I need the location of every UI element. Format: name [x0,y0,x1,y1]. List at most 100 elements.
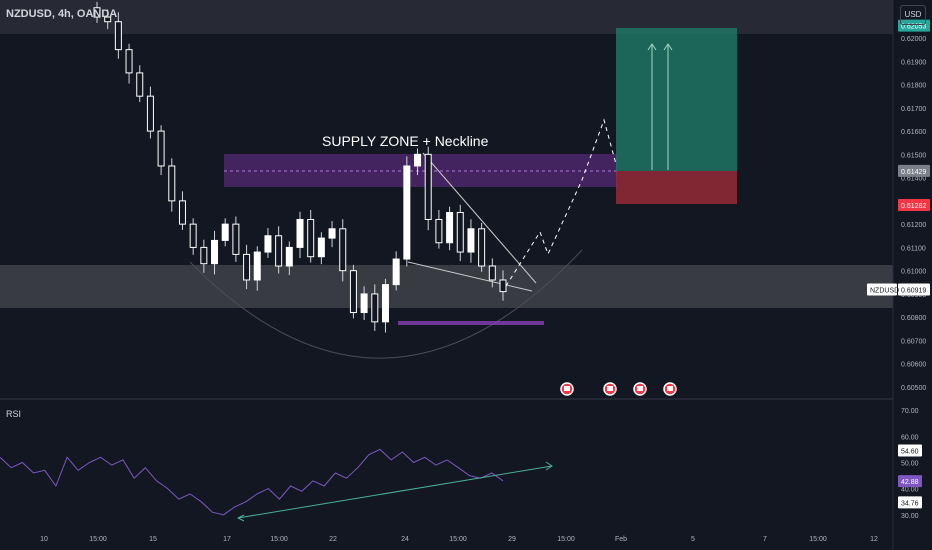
candle-body[interactable] [435,218,443,244]
flag-event-inner [607,386,613,391]
price-axis[interactable]: 0.62000 0.61900 0.61800 0.61700 0.61600 0.615… [901,36,926,392]
candle-body[interactable] [189,223,197,248]
target-zone[interactable] [616,28,737,171]
time-tick-label: 15:00 [557,536,575,543]
time-tick-label: 29 [508,536,516,543]
rsi-badge-label: 42.88 [901,479,919,486]
candle-body[interactable] [488,265,496,281]
candle-body[interactable] [499,279,507,293]
candle-body[interactable] [253,251,261,281]
candle-body[interactable] [178,200,186,225]
candle-body[interactable] [424,153,432,220]
candle-body[interactable] [136,72,144,97]
supply-zone-label: SUPPLY ZONE + Neckline [322,133,489,149]
ticker-badge [867,283,897,296]
candle-body[interactable] [146,95,154,132]
candle-body[interactable] [125,49,133,74]
event-markers[interactable] [560,382,677,396]
flag-event-inner [667,386,673,391]
price-badge-label: 0.60919 [901,288,926,295]
candle-body[interactable] [307,218,315,258]
rsi-line[interactable] [0,448,504,516]
candle-body[interactable] [93,7,101,18]
time-tick-label: 15 [149,536,157,543]
candle-body[interactable] [243,253,251,281]
candle-body[interactable] [168,165,176,202]
rsi-tick-label: 30.00 [901,513,919,520]
price-tick-label: 0.60800 [901,315,926,322]
top-overlay-band [0,0,893,34]
rsi-axis: 70.00 60.00 50.00 40.00 30.00 [901,408,919,520]
rsi-tick-label: 60.00 [901,434,919,441]
price-tick-label: 0.61100 [901,245,926,252]
rsi-trendline [237,465,553,519]
rsi-tick-label: 50.00 [901,461,919,468]
price-tick-label: 0.61800 [901,83,926,90]
candle-body[interactable] [232,223,240,255]
candle-body[interactable] [349,270,357,314]
candle-body[interactable] [328,228,336,239]
candle-body[interactable] [221,223,229,241]
price-tick-label: 0.60500 [901,385,926,392]
candle-body[interactable] [467,228,475,253]
price-tick-label: 0.61200 [901,222,926,229]
time-tick-label: 15:00 [89,536,107,543]
price-badge [898,199,930,212]
price-tick-label: 0.61700 [901,106,926,113]
rsi-tick-label: 40.00 [901,487,919,494]
price-badge-label: 0.61282 [901,203,926,210]
price-tick-label: 0.60700 [901,338,926,345]
candle-body[interactable] [104,16,112,23]
price-badge [898,283,930,296]
candle-body[interactable] [360,293,368,314]
stop-zone[interactable] [616,171,737,204]
candle-body[interactable] [211,239,219,265]
price-tick-label: 0.61000 [901,269,926,276]
candle-body[interactable] [392,258,400,286]
demand-zone[interactable] [0,265,893,308]
price-badge-label: 0.61429 [901,169,926,176]
candle-body[interactable] [339,228,347,272]
candle-body[interactable] [403,165,411,260]
candle-body[interactable] [381,284,389,323]
rsi-label[interactable]: RSI [6,409,22,419]
time-tick-label: 10 [40,536,48,543]
candle-body[interactable] [446,212,454,244]
wedge-upper-line [422,152,537,284]
candle-body[interactable] [157,130,165,167]
price-tick-label: 0.62000 [901,36,926,43]
rsi-badge [898,444,922,457]
target-arrowhead-2 [663,43,673,51]
candle-body[interactable] [414,153,422,167]
ticker-badge-label: NZDUSD [870,288,899,295]
candle-body[interactable] [200,246,208,265]
price-tick-label: 0.60600 [901,362,926,369]
symbol-title[interactable]: NZDUSD, 4h, OANDA [6,8,118,20]
projection-path [505,118,617,287]
flag-event-inner [637,386,643,391]
candle-body[interactable] [317,237,325,258]
target-arrowhead-1 [647,43,657,51]
time-axis[interactable]: 10 15:00 15 17 15:00 22 24 15:00 29 15:00 Feb 5 7 15:… [40,536,878,543]
candle-body[interactable] [478,228,486,267]
candle-body[interactable] [285,246,293,267]
cup-arc [189,249,583,359]
candle-body[interactable] [296,218,304,248]
candle-body[interactable] [114,21,122,51]
time-tick-label: 22 [329,536,337,543]
currency-button[interactable]: USD [900,5,926,25]
candle-body[interactable] [264,235,272,253]
price-tick-label: 0.61500 [901,152,926,159]
rsi-badge-label: 34.76 [901,500,919,507]
price-tick-label: 0.61600 [901,129,926,136]
candle-body[interactable] [275,235,283,267]
candle-body[interactable] [456,212,464,253]
candles-layer [93,1,507,333]
flag-event-inner [564,386,570,391]
wedge-lower-line [407,261,533,292]
time-tick-label: 17 [223,536,231,543]
candle-body[interactable] [371,293,379,323]
